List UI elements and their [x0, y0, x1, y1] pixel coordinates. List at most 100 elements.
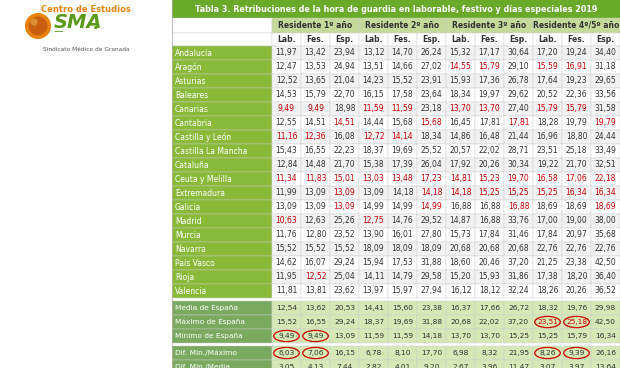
Bar: [475, 200, 504, 214]
Text: 9,49: 9,49: [307, 105, 324, 113]
Text: 22,02: 22,02: [479, 319, 500, 325]
Text: 11,76: 11,76: [276, 230, 298, 240]
Bar: [446, 102, 475, 116]
Text: 29,52: 29,52: [421, 216, 442, 226]
Bar: [417, 172, 446, 186]
Text: 14,99: 14,99: [420, 202, 443, 212]
Bar: [301, 256, 330, 270]
Bar: [359, 102, 388, 116]
Bar: [562, 214, 591, 228]
Bar: [591, 315, 620, 329]
Text: 13,09: 13,09: [334, 188, 355, 198]
Bar: [591, 46, 620, 60]
Bar: [475, 228, 504, 242]
Bar: [388, 130, 417, 144]
Bar: [272, 102, 301, 116]
Text: 13,70: 13,70: [450, 105, 471, 113]
Bar: [272, 360, 301, 368]
Text: 20,68: 20,68: [450, 319, 471, 325]
Bar: [591, 172, 620, 186]
Bar: [504, 172, 533, 186]
Text: 32,24: 32,24: [508, 287, 529, 296]
Text: 22,23: 22,23: [334, 146, 355, 156]
Bar: [591, 116, 620, 130]
Text: 16,15: 16,15: [363, 91, 384, 99]
Text: 8,32: 8,32: [481, 350, 498, 356]
Bar: [533, 33, 562, 46]
Bar: [388, 46, 417, 60]
Text: 14,48: 14,48: [304, 160, 326, 170]
Bar: [591, 329, 620, 343]
Bar: [533, 301, 562, 315]
Text: Lab.: Lab.: [451, 35, 470, 44]
Bar: [446, 200, 475, 214]
Bar: [272, 33, 301, 46]
Text: 17,06: 17,06: [565, 174, 587, 184]
Bar: [301, 74, 330, 88]
Text: 15,01: 15,01: [334, 174, 355, 184]
Text: 25,04: 25,04: [334, 272, 355, 282]
Bar: [388, 144, 417, 158]
Text: 3,97: 3,97: [569, 364, 585, 368]
Bar: [417, 329, 446, 343]
Text: 16,58: 16,58: [537, 174, 559, 184]
Text: 26,16: 26,16: [595, 350, 616, 356]
Text: 20,68: 20,68: [479, 244, 500, 254]
Text: Dif. Min./Máximo: Dif. Min./Máximo: [175, 350, 237, 356]
Text: Galicia: Galicia: [175, 202, 202, 212]
Bar: [504, 256, 533, 270]
Bar: [475, 284, 504, 298]
Bar: [417, 186, 446, 200]
Text: 14,51: 14,51: [304, 118, 326, 127]
Bar: [330, 270, 359, 284]
Text: 21,70: 21,70: [565, 160, 587, 170]
Text: 14,79: 14,79: [392, 272, 414, 282]
Bar: [446, 172, 475, 186]
Text: 31,58: 31,58: [595, 105, 616, 113]
Bar: [562, 74, 591, 88]
Text: 18,28: 18,28: [537, 118, 558, 127]
Text: 12,52: 12,52: [305, 272, 326, 282]
Bar: [533, 329, 562, 343]
Bar: [533, 284, 562, 298]
Text: 10,63: 10,63: [276, 216, 298, 226]
Text: 23,38: 23,38: [421, 305, 442, 311]
Text: 15,93: 15,93: [450, 77, 471, 85]
Bar: [417, 214, 446, 228]
Text: 15,97: 15,97: [392, 287, 414, 296]
Text: 22,02: 22,02: [479, 146, 500, 156]
Bar: [330, 172, 359, 186]
Bar: [591, 102, 620, 116]
Text: 18,98: 18,98: [334, 105, 355, 113]
Text: 13,70: 13,70: [450, 333, 471, 339]
Bar: [388, 200, 417, 214]
Text: 13,81: 13,81: [305, 287, 326, 296]
Bar: [359, 214, 388, 228]
Text: 14,62: 14,62: [276, 258, 298, 268]
Bar: [475, 116, 504, 130]
Bar: [417, 46, 446, 60]
Bar: [562, 116, 591, 130]
Bar: [301, 172, 330, 186]
Bar: [417, 228, 446, 242]
Bar: [533, 74, 562, 88]
Text: 14,86: 14,86: [450, 132, 471, 142]
Text: 17,66: 17,66: [479, 305, 500, 311]
Bar: [388, 270, 417, 284]
Bar: [272, 186, 301, 200]
Bar: [330, 228, 359, 242]
Bar: [388, 242, 417, 256]
Bar: [388, 315, 417, 329]
Bar: [359, 360, 388, 368]
Text: Residente 3º año: Residente 3º año: [453, 21, 526, 30]
Bar: [359, 158, 388, 172]
Bar: [388, 116, 417, 130]
Text: 12,63: 12,63: [304, 216, 326, 226]
Text: 13,64: 13,64: [595, 364, 616, 368]
Text: 42,50: 42,50: [595, 319, 616, 325]
Bar: [301, 270, 330, 284]
Text: 14,18: 14,18: [450, 188, 471, 198]
Bar: [475, 329, 504, 343]
Text: 16,88: 16,88: [479, 202, 500, 212]
Bar: [533, 46, 562, 60]
